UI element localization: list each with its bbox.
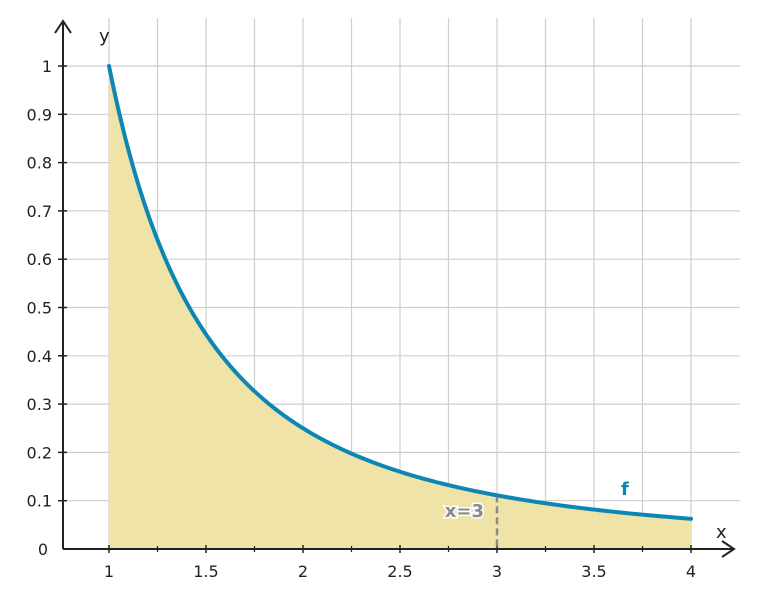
- y-tick-label: 0.6: [27, 250, 52, 269]
- area-under-curve: [109, 66, 691, 549]
- x-tick-label: 3: [492, 562, 502, 581]
- y-tick-label: 1: [42, 57, 52, 76]
- x-tick-label: 1: [104, 562, 114, 581]
- y-axis-label: y: [99, 26, 110, 47]
- x-tick-label: 4: [686, 562, 696, 581]
- y-tick-label: 0.7: [27, 202, 52, 221]
- x-tick-label: 3.5: [581, 562, 606, 581]
- y-axis-arrow-icon: [54, 19, 72, 34]
- x-ticks: 1 1.5 2 2.5 3 3.5 4: [104, 545, 696, 581]
- y-tick-label: 0.3: [27, 395, 52, 414]
- y-tick-label: 0.4: [27, 347, 52, 366]
- y-tick-label: 0.1: [27, 492, 52, 511]
- x-tick-label: 2: [298, 562, 308, 581]
- x-tick-label: 1.5: [193, 562, 218, 581]
- y-tick-label: 0.5: [27, 299, 52, 318]
- y-tick-label: 0: [38, 540, 48, 559]
- x-tick-label: 2.5: [387, 562, 412, 581]
- y-tick-label: 0.2: [27, 443, 52, 462]
- x-axis-label: x: [716, 522, 727, 543]
- y-tick-label: 0.8: [27, 154, 52, 173]
- x3-marker-label: x=3: [445, 501, 484, 522]
- curve-f: [107, 64, 693, 521]
- y-tick-label: 0.9: [27, 105, 52, 124]
- x-axis-arrow-icon: [721, 540, 736, 558]
- y-ticks: 0 0.1 0.2 0.3 0.4 0.5 0.6 0.7 0.8 0.9 1: [27, 57, 67, 559]
- axes: [54, 19, 736, 558]
- series-label-f: f: [621, 479, 629, 500]
